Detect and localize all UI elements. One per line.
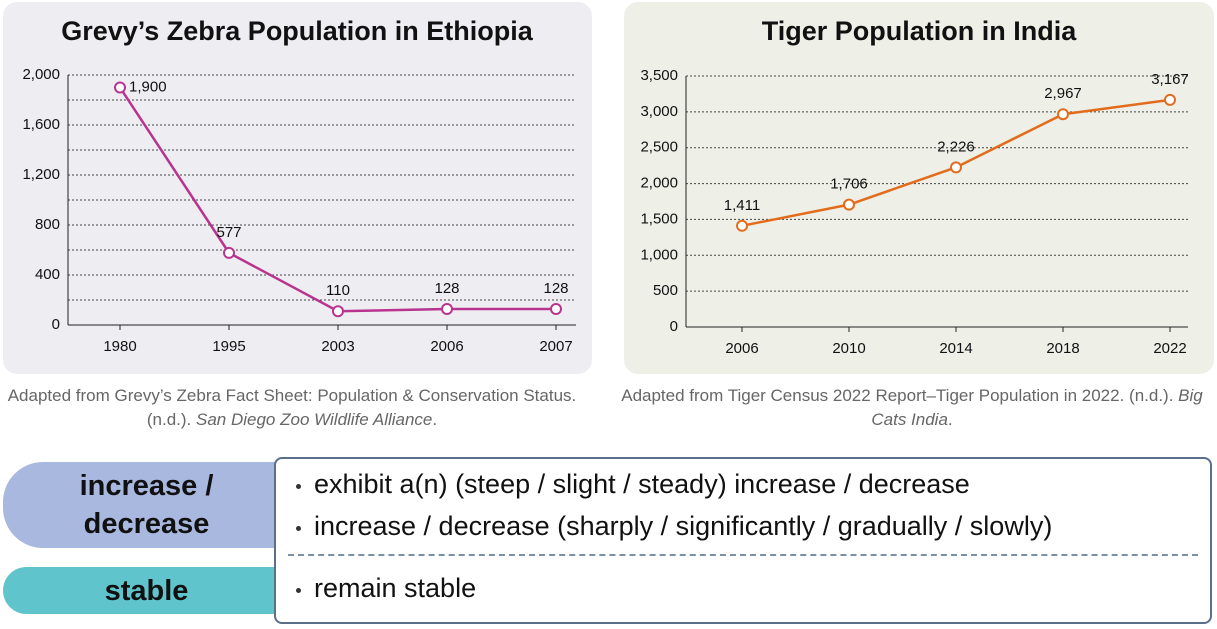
point: [550, 303, 562, 315]
x-tick-label: 2003: [321, 338, 354, 355]
x-tick-label: 1995: [212, 338, 245, 355]
x-tick-label: 2022: [1153, 340, 1186, 357]
y-tick-label: 1,200: [22, 166, 60, 183]
label-stable: stable: [3, 567, 300, 614]
y-tick-label: 400: [35, 266, 60, 283]
point: [843, 198, 855, 211]
charts: Grevy’s Zebra Population in Ethiopia 0 400…: [3, 2, 1214, 374]
point: [736, 219, 748, 232]
y-tick-label: 500: [653, 282, 678, 299]
y-tick-label: 3,500: [640, 67, 678, 84]
y-tick-label: 1,500: [640, 210, 678, 227]
caption-text: Adapted from Tiger Census 2022 Report–Ti…: [621, 386, 1174, 405]
x-tick-label: 1980: [103, 338, 136, 355]
x-tick-label: 2010: [832, 340, 865, 357]
value-label: 1,706: [830, 176, 868, 193]
caption: Adapted from Tiger Census 2022 Report–Ti…: [612, 384, 1212, 432]
x-tick-label: 2006: [725, 340, 758, 357]
value-label: 3,167: [1151, 71, 1189, 88]
point: [223, 246, 235, 259]
value-label: 110: [326, 282, 350, 299]
caption-source: San Diego Zoo Wildlife Alliance: [196, 410, 433, 429]
x-tick-label: 2007: [539, 338, 572, 355]
chart-title: Tiger Population in India: [762, 16, 1077, 46]
y-tick-label: 1,000: [640, 246, 678, 263]
point: [114, 81, 126, 94]
point: [1164, 93, 1176, 106]
panel: [3, 2, 592, 374]
caption-end: .: [432, 410, 438, 429]
y-tick-label: 2,500: [640, 139, 678, 156]
expression: increase / decrease (sharply / significa…: [295, 511, 1053, 541]
y-tick-label: 2,000: [640, 175, 678, 192]
value-label: 128: [543, 280, 568, 297]
expression-box: exhibit a(n) (steep / slight / steady) i…: [274, 457, 1212, 624]
point: [332, 305, 344, 318]
x-tick-label: 2006: [430, 338, 463, 355]
point: [1057, 108, 1069, 121]
label-increase: increase / decrease: [3, 462, 300, 548]
y-tick-label: 0: [670, 318, 678, 335]
value-label: 2,226: [937, 138, 975, 155]
separator: [288, 554, 1198, 556]
value-label: 1,900: [129, 78, 167, 95]
panel: [624, 2, 1214, 374]
point: [950, 161, 962, 174]
value-label: 128: [434, 280, 459, 297]
expression: remain stable: [295, 573, 477, 603]
expression: exhibit a(n) (steep / slight / steady) i…: [296, 469, 970, 499]
value-label: 2,967: [1044, 85, 1082, 102]
x-tick-label: 2014: [939, 340, 972, 357]
y-tick-label: 3,000: [640, 103, 678, 120]
caption-text: Adapted from Grevy’s Zebra Fact Sheet: P…: [7, 386, 577, 429]
caption-source: Big Cats India: [871, 386, 1203, 429]
caption: Adapted from Grevy’s Zebra Fact Sheet: P…: [0, 384, 592, 432]
x-tick-label: 2018: [1046, 340, 1079, 357]
caption-end: .: [947, 410, 953, 429]
point: [441, 303, 453, 315]
y-tick-label: 2,000: [22, 66, 60, 83]
value-label: 1,411: [724, 197, 760, 214]
value-label: 577: [216, 224, 241, 241]
chart-title: Grevy’s Zebra Population in Ethiopia: [61, 16, 534, 46]
y-tick-label: 800: [35, 216, 60, 233]
y-tick-label: 0: [52, 316, 60, 333]
y-tick-label: 1,600: [22, 116, 60, 133]
